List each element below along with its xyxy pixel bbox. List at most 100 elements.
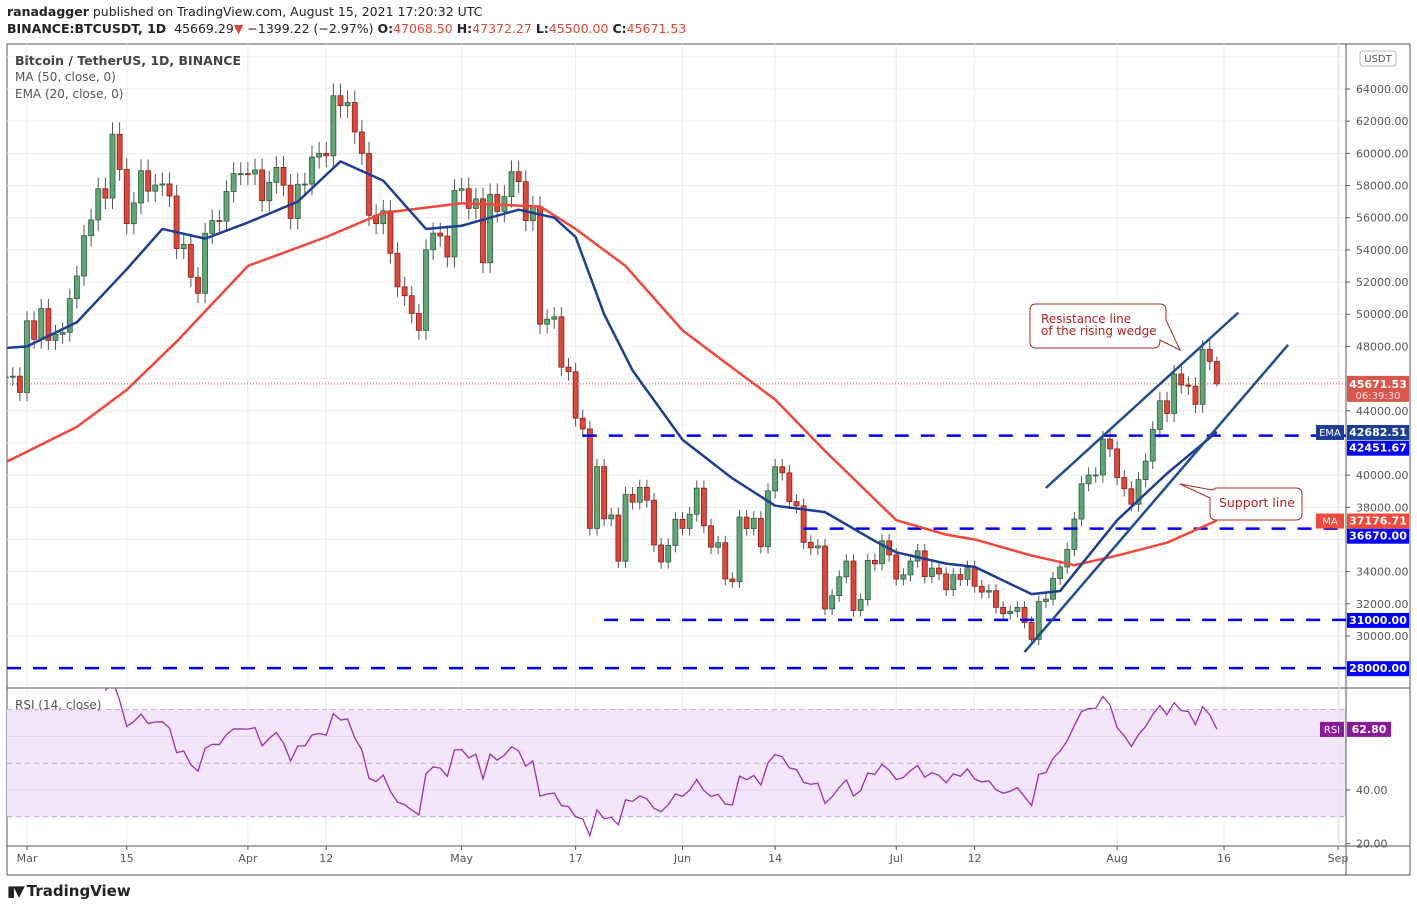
candle-up <box>1092 474 1099 477</box>
candle-up <box>1199 348 1206 405</box>
candle-up <box>551 316 558 320</box>
candle-down <box>351 102 358 133</box>
open-value: 47068.50 <box>393 21 453 36</box>
candle-up <box>109 133 116 199</box>
candle-down <box>1213 360 1220 385</box>
candle-down <box>522 181 529 221</box>
candle-down <box>679 518 686 529</box>
x-tick-label: 16 <box>1217 852 1231 865</box>
level-price-label-bg <box>1347 612 1409 628</box>
y-tick-label: 64000.00 <box>1356 83 1409 96</box>
level-price-label: 28000.00 <box>1349 662 1407 675</box>
candle-up <box>665 545 672 563</box>
tradingview-logo-icon: ▮▼ <box>7 882 25 900</box>
y-tick-label: 56000.00 <box>1356 212 1409 225</box>
rsi-legend[interactable]: RSI (14, close) <box>15 698 102 712</box>
ma-legend[interactable]: MA (50, close, 0) <box>15 70 116 84</box>
support-callout-text: Support line <box>1219 495 1295 510</box>
author[interactable]: ranadagger <box>7 4 89 19</box>
ema-price-label: 42682.51 <box>1349 426 1407 439</box>
candle-up <box>66 298 73 333</box>
candle-down <box>586 428 593 529</box>
candle-up <box>829 595 836 610</box>
candle-up <box>59 331 66 335</box>
close-value: 45671.53 <box>626 21 687 36</box>
x-tick-label: 12 <box>319 852 333 865</box>
y-tick-label: 52000.00 <box>1356 276 1409 289</box>
ema-tag: EMA <box>1319 428 1341 439</box>
candle-down <box>1000 606 1007 615</box>
candle-up <box>508 171 515 198</box>
candle-down <box>1185 384 1192 387</box>
candle-down <box>45 308 52 341</box>
candle-down <box>394 252 401 288</box>
tradingview-logo[interactable]: ▮▼ TradingView <box>7 882 131 900</box>
candle-up <box>266 181 273 202</box>
x-tick-label: Jun <box>673 852 691 865</box>
candle-up <box>430 232 437 251</box>
candle-down <box>579 417 586 430</box>
candle-up <box>608 514 615 520</box>
candle-down <box>822 545 828 610</box>
resistance-trendline <box>1045 311 1240 489</box>
candle-down <box>565 366 572 373</box>
candle-up <box>138 170 144 204</box>
candle-up <box>52 333 59 341</box>
x-tick-label: Mar <box>17 852 38 865</box>
candle-up <box>1071 518 1078 550</box>
series-price-label-bg <box>1347 424 1409 440</box>
candle-down <box>893 554 900 580</box>
candle-down <box>358 131 365 154</box>
rsi-tick-label: 20.00 <box>1356 838 1388 851</box>
low-value: 45500.00 <box>548 21 609 36</box>
candle-up <box>672 518 679 546</box>
candle-down <box>280 166 287 186</box>
candle-down <box>387 210 394 254</box>
candle-down <box>850 560 857 611</box>
candle-up <box>1156 400 1163 430</box>
candle-up <box>316 152 323 158</box>
candle-down <box>993 590 999 608</box>
x-tick-label: 12 <box>968 852 982 865</box>
candle-down <box>408 295 415 314</box>
candle-up <box>1142 460 1149 481</box>
candle-up <box>487 194 494 264</box>
candle-down <box>1107 438 1113 450</box>
candle-up <box>223 191 230 222</box>
candle-up <box>964 567 971 580</box>
candle-down <box>658 544 665 563</box>
currency-badge[interactable] <box>1359 50 1397 67</box>
y-tick-label: 34000.00 <box>1356 566 1409 579</box>
candle-up <box>152 184 159 192</box>
candle-up <box>159 183 166 186</box>
ema-legend[interactable]: EMA (20, close, 0) <box>15 87 124 101</box>
candle-down <box>943 573 950 591</box>
candle-up <box>1007 610 1014 615</box>
countdown-label: 06:39:30 <box>1356 391 1401 402</box>
candle-down <box>807 541 814 549</box>
published-text: published on TradingView.com, August 15,… <box>92 4 483 19</box>
candle-down <box>800 505 807 543</box>
candle-up <box>1014 606 1021 612</box>
y-tick-label: 44000.00 <box>1356 405 1409 418</box>
level-price-label: 36670.00 <box>1349 530 1407 543</box>
candle-down <box>722 542 729 580</box>
candle-down <box>102 188 109 199</box>
candle-down <box>936 567 942 575</box>
candle-up <box>750 517 757 529</box>
candle-down <box>1028 622 1035 640</box>
series-tag-bg <box>1316 424 1344 440</box>
y-tick-label: 32000.00 <box>1356 598 1409 611</box>
candle-down <box>1021 606 1028 623</box>
candle-up <box>950 574 957 591</box>
candle-up <box>1078 483 1085 520</box>
candle-up <box>380 210 387 225</box>
series-price-label-bg <box>1347 513 1409 529</box>
candle-up <box>765 490 771 548</box>
candle-down <box>871 559 878 565</box>
close-label: C: <box>612 21 627 36</box>
candle-down <box>957 574 964 580</box>
x-tick-label: May <box>450 852 473 865</box>
candle-up <box>81 235 87 277</box>
